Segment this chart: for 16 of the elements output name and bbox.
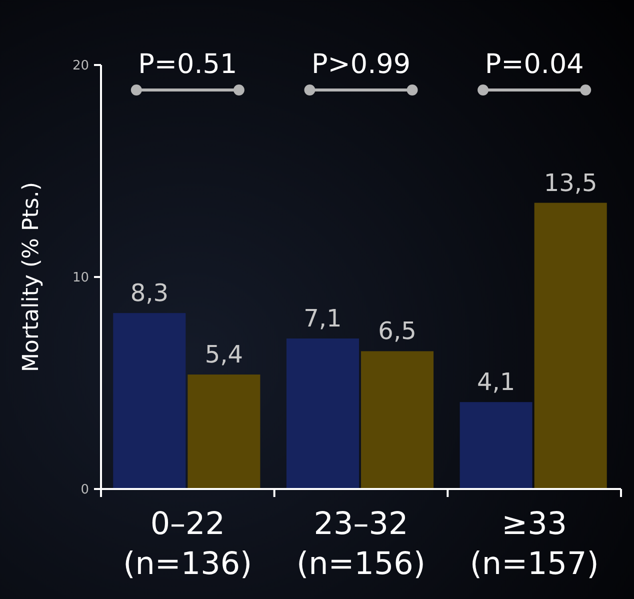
data-label: 8,3 <box>130 279 168 308</box>
data-label: 4,1 <box>476 368 516 396</box>
y-tick-label: 10 <box>72 270 89 286</box>
x-tick-label: 0–22 (n=136) <box>123 506 252 582</box>
annotation: P=0.51 <box>138 49 238 80</box>
y-tick-label: 0 <box>80 482 89 498</box>
data-label: 5,4 <box>204 340 244 369</box>
annotation: P=0.04 <box>484 49 584 80</box>
y-axis-title: Mortality (% Pts.) <box>19 182 44 372</box>
data-label: 6,5 <box>378 317 416 346</box>
annotation: P>0.99 <box>311 49 411 80</box>
y-tick-label: 20 <box>72 58 89 74</box>
x-tick-label: ≥33 (n=157) <box>470 506 599 582</box>
x-tick-label: 23–32 (n=156) <box>296 506 426 582</box>
data-label: 7,1 <box>304 304 342 332</box>
data-label: 13,5 <box>544 168 598 197</box>
